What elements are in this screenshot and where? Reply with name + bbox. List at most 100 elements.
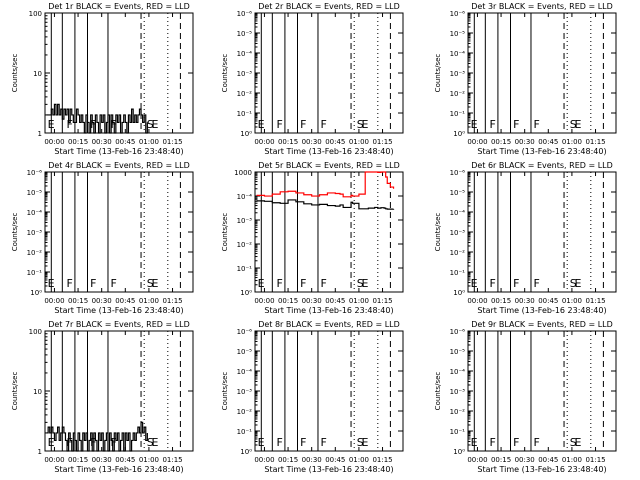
y-tick-label: 10⁻³ xyxy=(27,229,43,237)
series-line-events xyxy=(256,199,395,210)
y-axis-title: Counts/sec xyxy=(221,54,229,93)
y-tick-label: 10⁻⁴ xyxy=(27,209,43,217)
y-tick-label: 10⁻³ xyxy=(450,70,466,78)
flag-label: S xyxy=(147,118,154,131)
y-tick-label: 10⁻⁴ xyxy=(237,50,253,58)
x-tick-label: 01:00 xyxy=(562,297,582,305)
x-tick-label: 00:30 xyxy=(302,138,322,146)
x-tick-label: 01:15 xyxy=(585,138,605,146)
x-axis-title: Start Time (13-Feb-16 23:48:40) xyxy=(477,306,606,315)
panel-det-2r: Det 2r BLACK = Events, RED = LLD 00:00 00:… xyxy=(221,2,404,156)
panel-title: Det 9r BLACK = Events, RED = LLD xyxy=(471,320,613,329)
flag-label: F xyxy=(276,436,282,449)
flag-label: F xyxy=(534,277,540,290)
x-tick-label: 00:15 xyxy=(278,138,298,146)
flag-label: F xyxy=(513,277,519,290)
flag-label: E xyxy=(258,277,265,290)
y-axis-title: Counts/sec xyxy=(11,213,19,252)
panel-title: Det 6r BLACK = Events, RED = LLD xyxy=(471,161,613,170)
y-tick-label: 10⁰ xyxy=(453,130,465,138)
flag-label: S xyxy=(147,277,154,290)
x-tick-label: 00:45 xyxy=(538,138,558,146)
y-tick-label: 10⁻² xyxy=(450,249,466,257)
y-tick-label: 10⁻⁵ xyxy=(27,189,43,197)
y-axis-title: Counts/sec xyxy=(11,54,19,93)
flag-label: F xyxy=(300,436,306,449)
x-tick-label: 00:45 xyxy=(538,297,558,305)
flag-label: E xyxy=(574,118,581,131)
x-tick-label: 01:00 xyxy=(139,297,159,305)
panel-title: Det 4r BLACK = Events, RED = LLD xyxy=(48,161,190,170)
panel-det-7r: Det 7r BLACK = Events, RED = LLD 00:00 00:… xyxy=(11,320,194,474)
y-tick-label: 10⁻⁴ xyxy=(237,368,253,376)
x-tick-label: 00:45 xyxy=(325,297,345,305)
x-tick-label: 01:15 xyxy=(585,297,605,305)
y-tick-label: 10⁻¹ xyxy=(450,428,466,436)
flag-label: F xyxy=(300,277,306,290)
x-tick-label: 00:15 xyxy=(491,297,511,305)
x-tick-label: 00:45 xyxy=(115,138,135,146)
flag-label: F xyxy=(276,277,282,290)
y-tick-label: 10⁻² xyxy=(237,408,253,416)
x-axis-title: Start Time (13-Feb-16 23:48:40) xyxy=(54,147,183,156)
x-tick-label: 00:00 xyxy=(254,297,274,305)
flag-label: E xyxy=(48,436,55,449)
y-tick-label: 10⁻⁶ xyxy=(450,328,466,336)
x-tick-label: 00:00 xyxy=(254,456,274,464)
flag-label: E xyxy=(151,277,158,290)
flag-label: E xyxy=(361,118,368,131)
y-tick-label: 10⁻³ xyxy=(237,70,253,78)
flag-label: E xyxy=(48,118,55,131)
flag-label: F xyxy=(66,436,72,449)
panel-title: Det 5r BLACK = Events, RED = LLD xyxy=(258,161,400,170)
y-axis-title: Counts/sec xyxy=(221,372,229,411)
x-tick-label: 01:15 xyxy=(372,297,392,305)
y-tick-label: 10⁻² xyxy=(237,241,253,249)
y-tick-label: 10⁻² xyxy=(450,408,466,416)
panel-det-3r: Det 3r BLACK = Events, RED = LLD 00:00 00:… xyxy=(434,2,617,156)
x-tick-label: 00:15 xyxy=(278,456,298,464)
x-tick-label: 00:30 xyxy=(515,456,535,464)
y-axis-title: Counts/sec xyxy=(434,213,442,252)
y-tick-label: 10⁻¹ xyxy=(27,269,43,277)
x-tick-label: 00:45 xyxy=(115,297,135,305)
x-tick-label: 00:15 xyxy=(68,138,88,146)
y-tick-label: 10⁻⁶ xyxy=(450,10,466,18)
flag-label: F xyxy=(321,118,327,131)
flag-label: E xyxy=(258,436,265,449)
y-tick-label: 10⁰ xyxy=(240,448,252,456)
y-tick-label: 10⁻⁴ xyxy=(450,368,466,376)
y-axis-title: Counts/sec xyxy=(434,372,442,411)
y-axis-title: Counts/sec xyxy=(221,213,229,252)
y-tick-label: 10⁻¹ xyxy=(237,265,253,273)
series-line-events xyxy=(46,421,148,452)
x-tick-label: 00:00 xyxy=(467,138,487,146)
x-tick-label: 00:45 xyxy=(538,456,558,464)
y-tick-label: 10⁻³ xyxy=(450,229,466,237)
y-tick-label: 10⁻⁴ xyxy=(237,193,253,201)
flag-label: F xyxy=(489,277,495,290)
y-tick-label: 10⁻⁴ xyxy=(450,209,466,217)
x-tick-label: 00:00 xyxy=(467,456,487,464)
flag-label: S xyxy=(357,436,364,449)
x-axis-title: Start Time (13-Feb-16 23:48:40) xyxy=(264,465,393,474)
x-tick-label: 00:30 xyxy=(515,138,535,146)
y-tick-label: 100 xyxy=(29,328,42,336)
y-tick-label: 10⁻³ xyxy=(450,388,466,396)
x-tick-label: 00:45 xyxy=(325,138,345,146)
flag-label: F xyxy=(534,118,540,131)
y-axis-title: Counts/sec xyxy=(434,54,442,93)
y-tick-label: 10⁰ xyxy=(453,289,465,297)
flag-label: F xyxy=(66,277,72,290)
x-tick-label: 00:00 xyxy=(44,297,64,305)
flag-label: F xyxy=(321,277,327,290)
panel-title: Det 3r BLACK = Events, RED = LLD xyxy=(471,2,613,11)
x-axis-title: Start Time (13-Feb-16 23:48:40) xyxy=(54,306,183,315)
x-tick-label: 01:00 xyxy=(139,456,159,464)
x-tick-label: 00:30 xyxy=(92,297,112,305)
x-tick-label: 01:00 xyxy=(349,297,369,305)
x-tick-label: 00:30 xyxy=(92,138,112,146)
x-axis-title: Start Time (13-Feb-16 23:48:40) xyxy=(477,147,606,156)
flag-label: S xyxy=(147,436,154,449)
y-tick-label: 10⁻⁵ xyxy=(450,30,466,38)
